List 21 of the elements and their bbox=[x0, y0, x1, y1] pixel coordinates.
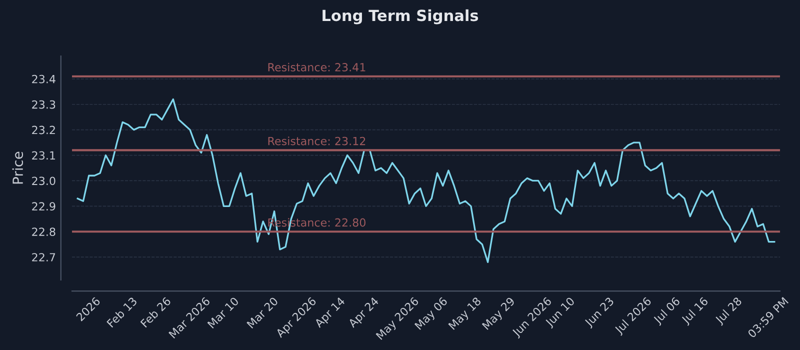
chart-title: Long Term Signals bbox=[322, 9, 478, 24]
y-tick-label: 23.2 bbox=[32, 126, 55, 134]
y-tick-label: 22.9 bbox=[32, 202, 56, 211]
y-tick-label: 23.4 bbox=[32, 74, 56, 84]
ref-line-label: Resistance: 23.12 bbox=[268, 136, 366, 146]
y-tick-label: 23.3 bbox=[32, 100, 56, 109]
x-tick-label: Feb 13 bbox=[106, 296, 138, 328]
y-tick-label: 23.1 bbox=[32, 151, 55, 160]
y-tick-label: 22.7 bbox=[32, 253, 56, 262]
x-tick-label: Jun 23 bbox=[584, 296, 616, 329]
y-tick-label: 22.8 bbox=[32, 228, 56, 236]
x-tick-label: Mar 20 bbox=[246, 296, 278, 329]
y-axis-title: Price bbox=[12, 152, 24, 184]
x-tick-label: Jul 28 bbox=[714, 296, 744, 326]
ref-line-label: Resistance: 23.41 bbox=[268, 62, 366, 72]
x-tick-label: Jul 06 bbox=[652, 296, 682, 326]
x-tick-label: Feb 26 bbox=[140, 296, 172, 328]
y-tick-label: 23.0 bbox=[32, 176, 56, 186]
line-series bbox=[76, 98, 776, 264]
x-tick-label: Apr 24 bbox=[348, 296, 381, 330]
x-tick-label: Jul 16 bbox=[680, 296, 710, 326]
